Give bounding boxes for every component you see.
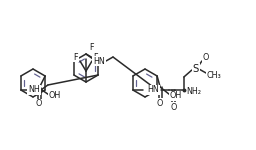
Text: O: O: [171, 102, 177, 111]
Text: S: S: [193, 64, 199, 74]
Text: CH₃: CH₃: [207, 70, 221, 80]
Text: NH₂: NH₂: [186, 87, 201, 96]
Text: F: F: [94, 52, 98, 62]
Text: NH: NH: [28, 85, 40, 94]
Text: F: F: [89, 44, 93, 52]
Text: O: O: [203, 54, 209, 63]
Text: OH: OH: [170, 92, 182, 100]
Text: HN: HN: [147, 85, 159, 94]
Text: O: O: [36, 99, 42, 108]
Text: F: F: [74, 52, 78, 62]
Text: HN: HN: [93, 57, 105, 66]
Text: O: O: [157, 99, 163, 108]
Text: OH: OH: [49, 92, 61, 100]
